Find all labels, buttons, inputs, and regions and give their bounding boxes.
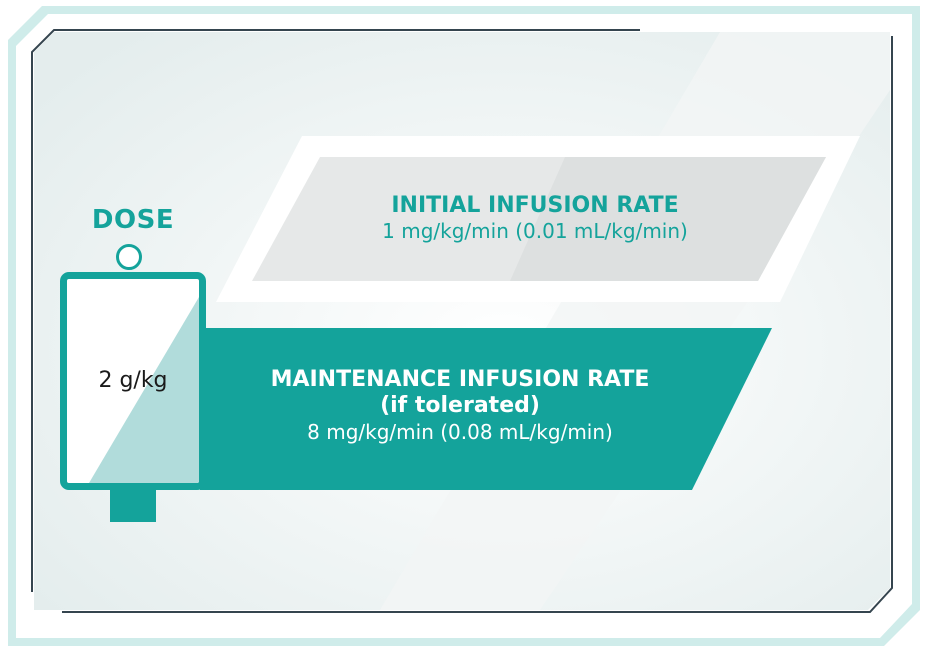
initial-rate-text: INITIAL INFUSION RATE 1 mg/kg/min (0.01 …: [290, 193, 780, 243]
maintenance-rate-text: MAINTENANCE INFUSION RATE (if tolerated)…: [200, 367, 720, 444]
infusion-bag-icon: [60, 272, 206, 490]
maintenance-rate-band: [200, 328, 772, 490]
maintenance-rate-condition: (if tolerated): [380, 393, 540, 419]
dose-title: DOSE: [91, 205, 175, 235]
maintenance-rate-value: 8 mg/kg/min (0.08 mL/kg/min): [307, 419, 613, 444]
dose-value: 2 g/kg: [98, 368, 168, 393]
bag-hook-icon: [116, 244, 142, 270]
initial-rate-value: 1 mg/kg/min (0.01 mL/kg/min): [382, 219, 688, 244]
initial-rate-title: INITIAL INFUSION RATE: [391, 193, 679, 218]
bag-port-icon: [110, 488, 156, 522]
maintenance-rate-title: MAINTENANCE INFUSION RATE: [270, 367, 650, 392]
